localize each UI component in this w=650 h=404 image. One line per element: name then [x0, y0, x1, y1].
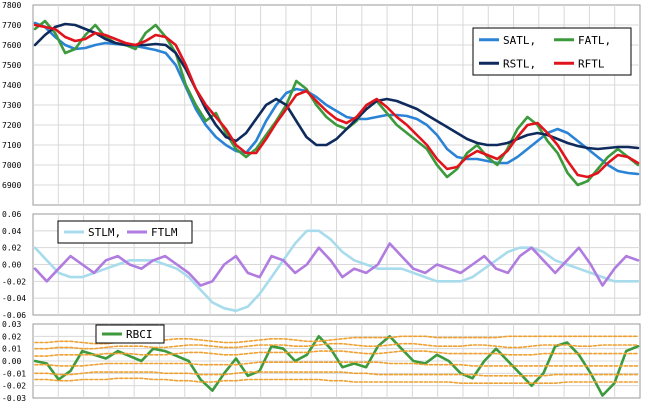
legend-label: FATL,: [578, 34, 611, 47]
legend-label: RFTL: [578, 57, 605, 70]
y-tick-label: -0.02: [2, 277, 26, 286]
y-tick-label: 7300: [2, 101, 21, 110]
legend-box: [95, 324, 165, 344]
legend-label: RSTL,: [503, 57, 536, 70]
y-tick-label: 0.02: [2, 332, 21, 341]
y-tick-label: 6900: [2, 181, 21, 190]
y-tick-label: -0.03: [2, 394, 26, 403]
y-tick-label: 0.06: [2, 210, 21, 219]
y-tick-label: 7000: [2, 161, 21, 170]
y-tick-label: 7100: [2, 141, 21, 150]
y-tick-label: 0.01: [2, 345, 21, 354]
series-line-ftlm: [33, 242, 640, 287]
legend-label: FTLM: [151, 226, 178, 239]
legend-label: STLM,: [88, 226, 121, 239]
y-tick-label: -0.04: [2, 294, 26, 303]
y-tick-label: 0.02: [2, 244, 21, 253]
series-line-band-2: [34, 342, 639, 350]
y-tick-label: 0.00: [2, 261, 21, 270]
legend-box: [472, 27, 632, 76]
series-line-band-4: [34, 361, 639, 367]
legend-label: RBCI: [126, 328, 153, 341]
y-tick-label: 0.04: [2, 227, 21, 236]
y-tick-label: 7200: [2, 121, 21, 130]
y-tick-label: 7400: [2, 81, 21, 90]
series-line-rbci: [33, 334, 640, 397]
y-tick-label: 7600: [2, 41, 21, 50]
y-tick-label: -0.02: [2, 382, 26, 391]
series-line-rftl: [33, 23, 640, 179]
y-tick-label: 7700: [2, 21, 21, 30]
y-tick-label: 0.03: [2, 320, 21, 329]
y-tick-label: 7800: [2, 1, 21, 10]
series-line-band-5: [34, 371, 639, 377]
y-tick-label: -0.01: [2, 369, 26, 378]
series-line-band-3: [34, 350, 639, 357]
series-line-fatl: [33, 19, 640, 187]
legend-label: SATL,: [503, 34, 536, 47]
series-line-stlm: [33, 229, 640, 313]
y-tick-label: 7500: [2, 61, 21, 70]
y-tick-label: -0.06: [2, 311, 26, 320]
series-line-band-6: [34, 377, 639, 385]
y-tick-label: 0.00: [2, 357, 21, 366]
legend-box: [57, 220, 193, 244]
